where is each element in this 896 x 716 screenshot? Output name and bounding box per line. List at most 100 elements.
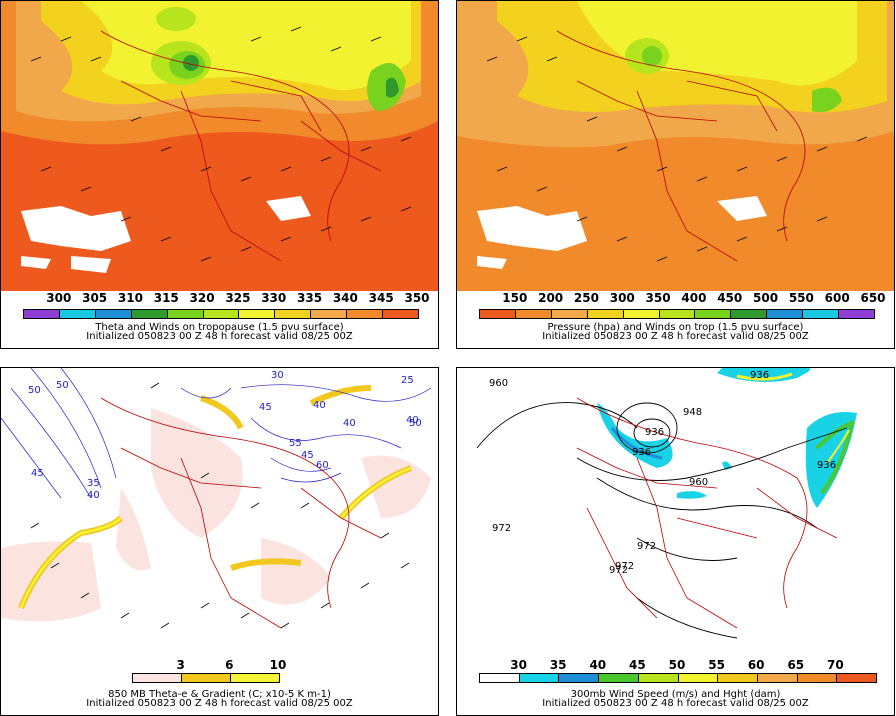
colorbar-tick-label: 325 — [225, 291, 251, 305]
colorbar-swatch — [638, 674, 679, 682]
colorbar-swatch — [695, 310, 732, 318]
colorbar-tick-label: 330 — [261, 291, 287, 305]
colorbar-tick-label: 50 — [668, 658, 686, 672]
colorbar-swatch — [311, 310, 348, 318]
colorbar-swatch — [480, 674, 520, 682]
colorbar-swatch — [659, 310, 696, 318]
height-contour-label: 972 — [492, 523, 511, 534]
colorbar-swatch — [383, 310, 418, 318]
theta-e-caption: 850 MB Theta-e & Gradient (C; x10-5 K m-… — [108, 689, 331, 700]
colorbar-tick-label: 310 — [117, 291, 143, 305]
theta-caption: Theta and Winds on tropopause (1.5 pvu s… — [95, 322, 344, 333]
panel-300mb-wind: 960 948 936 936 936 936 960 972 972 972 … — [456, 367, 895, 716]
pressure-init: Initialized 050823 00 Z 48 h forecast va… — [542, 331, 809, 342]
colorbar-swatch — [275, 310, 312, 318]
panel-850mb-theta-e: 50 50 30 40 40 45 40 55 45 45 35 40 25 5… — [0, 367, 439, 716]
colorbar-swatch — [239, 310, 276, 318]
colorbar-tick-label: 250 — [573, 291, 599, 305]
colorbar-swatch — [797, 674, 838, 682]
theta-contour-label: 45 — [31, 468, 44, 479]
colorbar-tick-label: 350 — [404, 291, 430, 305]
wind-speed-init: Initialized 050823 00 Z 48 h forecast va… — [542, 698, 809, 709]
pressure-caption: Pressure (hpa) and Winds on trop (1.5 pv… — [547, 322, 804, 333]
colorbar-tick-label: 30 — [510, 658, 527, 672]
colorbar-tick-label: 200 — [538, 291, 564, 305]
theta-contour-label: 50 — [409, 418, 422, 429]
colorbar-swatch — [167, 310, 204, 318]
colorbar-tick-label: 45 — [629, 658, 646, 672]
colorbar-swatch — [757, 674, 798, 682]
colorbar-swatch — [203, 310, 240, 318]
colorbar-swatch — [231, 674, 279, 682]
colorbar-tick-label: 35 — [549, 658, 567, 672]
theta-contour-label: 45 — [259, 402, 272, 413]
colorbar-swatch — [767, 310, 804, 318]
colorbar-swatch — [480, 310, 516, 318]
colorbar-swatch — [347, 310, 384, 318]
height-contour-label: 936 — [632, 447, 651, 458]
colorbar-swatch — [519, 674, 560, 682]
colorbar-tick-label: 600 — [824, 291, 850, 305]
colorbar-swatch — [131, 310, 168, 318]
height-contour-label: 936 — [750, 370, 769, 381]
height-contour-label: 960 — [689, 477, 708, 488]
theta-contour-label: 45 — [301, 450, 314, 461]
theta-contour-label: 50 — [28, 385, 41, 396]
colorbar-tick-label: 3 — [176, 658, 185, 672]
height-contour-label: 936 — [645, 427, 664, 438]
theta-contour-label: 25 — [401, 375, 414, 386]
colorbar-swatch — [623, 310, 660, 318]
colorbar-tick-label: 315 — [153, 291, 179, 305]
colorbar-tick-label: 450 — [717, 291, 743, 305]
colorbar-swatch — [718, 674, 758, 682]
colorbar-swatch — [837, 674, 877, 682]
colorbar-tick-label: 300 — [609, 291, 635, 305]
colorbar-swatch — [839, 310, 874, 318]
colorbar-tick-label: 70 — [827, 658, 844, 672]
theta-colorbar — [23, 309, 419, 319]
colorbar-swatch — [678, 674, 719, 682]
theta-init: Initialized 050823 00 Z 48 h forecast va… — [86, 331, 353, 342]
panel-theta-tropopause: 300 305 310 315 320 325 330 335 340 345 350 Theta … — [0, 0, 439, 349]
wind-speed-colorbar — [479, 673, 877, 683]
colorbar-swatch — [599, 674, 639, 682]
theta-contour-label: 40 — [406, 415, 419, 426]
theta-contour-label: 60 — [316, 460, 329, 471]
colorbar-tick-label: 150 — [502, 291, 528, 305]
height-contour-label: 972 — [637, 541, 656, 552]
colorbar-tick-label: 40 — [589, 658, 607, 672]
theta-e-init: Initialized 050823 00 Z 48 h forecast va… — [86, 698, 353, 709]
colorbar-swatch — [587, 310, 624, 318]
colorbar-tick-label: 335 — [297, 291, 323, 305]
colorbar-swatch — [95, 310, 132, 318]
colorbar-tick-label: 65 — [787, 658, 805, 672]
panel-pressure-tropopause: 150 200 250 300 350 400 450 500 550 600 650 Pressu… — [456, 0, 895, 349]
colorbar-tick-label: 345 — [368, 291, 394, 305]
colorbar-swatch — [803, 310, 840, 318]
theta-contour-label: 35 — [87, 478, 100, 489]
colorbar-swatch — [59, 310, 96, 318]
wind-300mb-map: 960 948 936 936 936 936 960 972 972 972 … — [457, 368, 894, 658]
colorbar-tick-label: 300 — [46, 291, 72, 305]
colorbar-swatch — [551, 310, 588, 318]
pressure-tropopause-map — [457, 1, 894, 291]
pressure-colorbar — [479, 309, 875, 319]
colorbar-swatch — [559, 674, 600, 682]
height-contour-label: 960 — [489, 378, 508, 389]
colorbar-swatch — [731, 310, 768, 318]
colorbar-tick-label: 6 — [225, 658, 234, 672]
theta-contour-label: 40 — [343, 418, 356, 429]
theta-e-colorbar — [132, 673, 280, 683]
theta-tropopause-map — [1, 1, 438, 291]
theta-contour-label: 40 — [313, 400, 326, 411]
colorbar-tick-label: 650 — [860, 291, 886, 305]
colorbar-tick-label: 400 — [681, 291, 707, 305]
height-contour-label: 948 — [683, 407, 702, 418]
theta-contour-label: 40 — [87, 490, 100, 501]
height-contour-label: 936 — [817, 460, 836, 471]
height-contour-label: 972 — [609, 565, 628, 576]
colorbar-swatch — [24, 310, 60, 318]
height-contour-label: 972 — [615, 561, 634, 572]
colorbar-tick-label: 550 — [788, 291, 814, 305]
colorbar-swatch — [133, 674, 182, 682]
